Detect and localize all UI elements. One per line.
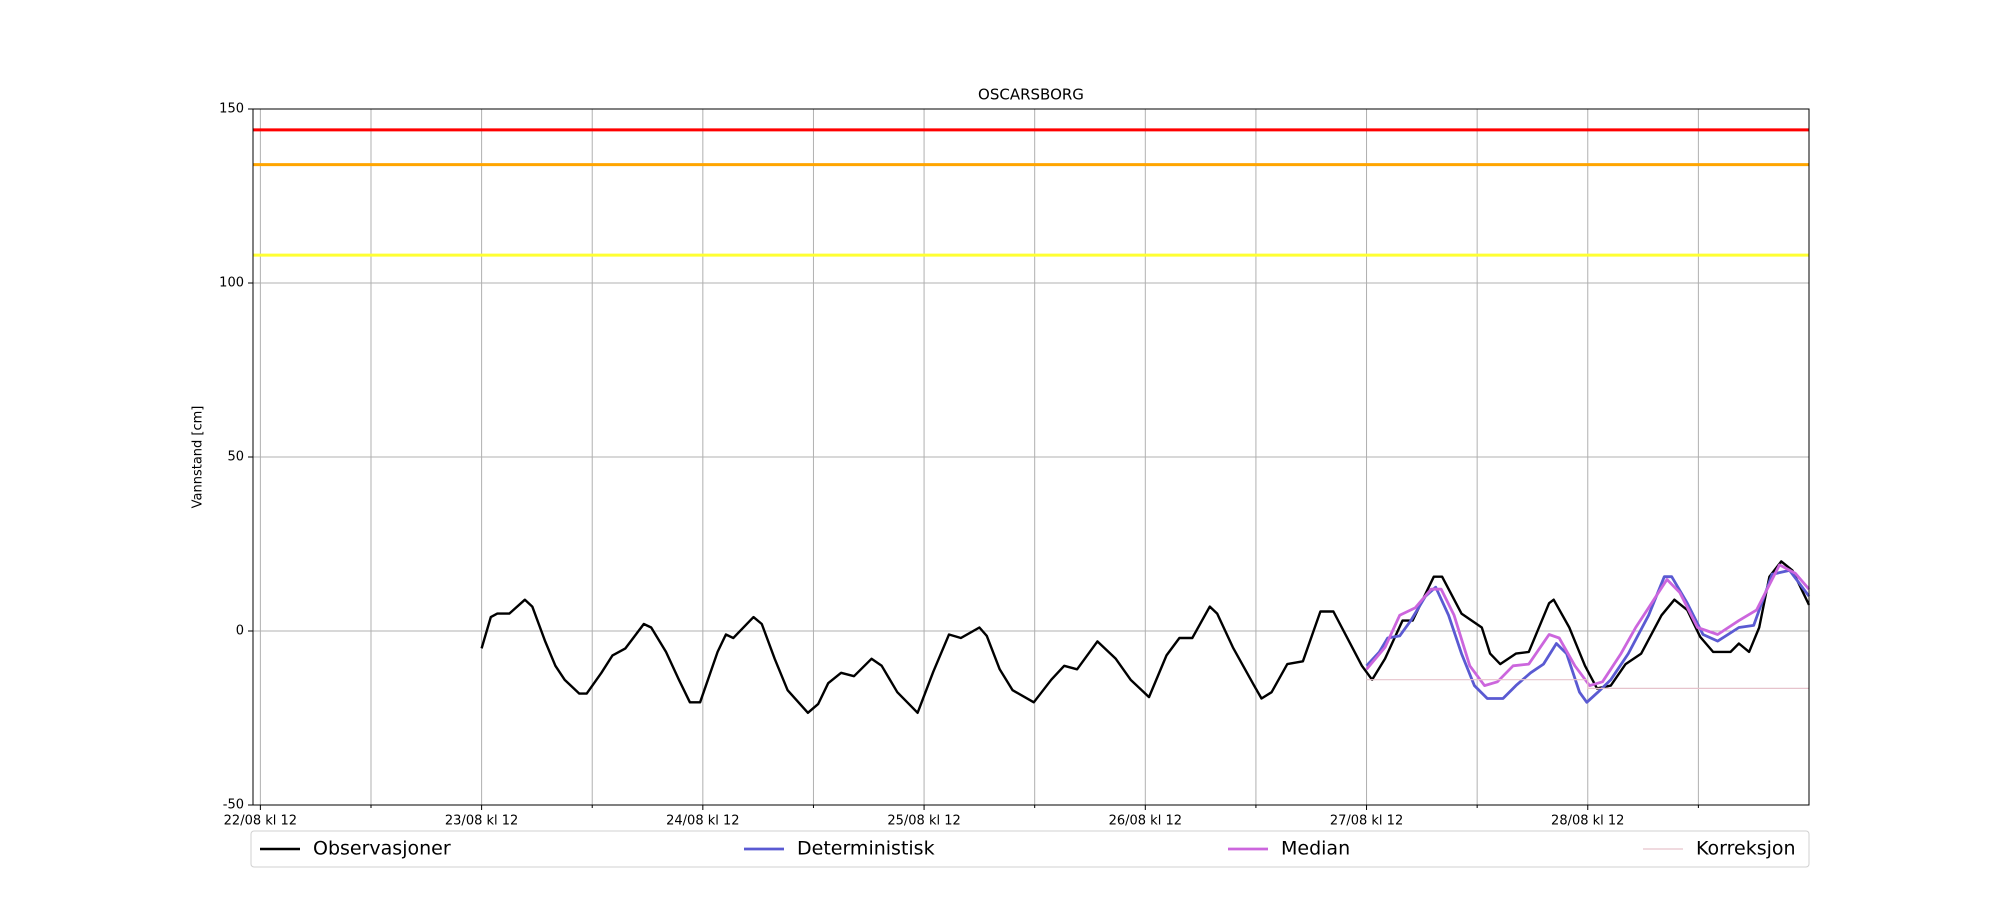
legend-label: Deterministisk — [797, 838, 935, 860]
legend-label: Korreksjon — [1696, 838, 1796, 860]
y-tick-label: 150 — [219, 102, 244, 117]
series-line — [1365, 563, 1811, 687]
y-tick-label: -50 — [223, 798, 244, 813]
x-tick-label: 27/08 kl 12 — [1330, 814, 1403, 829]
plot-frame — [252, 108, 1810, 806]
x-tick-label: 23/08 kl 12 — [445, 814, 518, 829]
chart-title: OSCARSBORG — [978, 86, 1084, 104]
y-tick-label: 0 — [236, 624, 244, 639]
y-axis-label: Vannstand [cm] — [191, 406, 206, 509]
legend-label: Median — [1281, 838, 1350, 860]
x-tick-label: 24/08 kl 12 — [666, 814, 739, 829]
series-line — [1366, 679, 1809, 689]
x-tick-label: 26/08 kl 12 — [1109, 814, 1182, 829]
x-tick-label: 25/08 kl 12 — [887, 814, 960, 829]
x-tick-label: 22/08 kl 12 — [224, 814, 297, 829]
legend-label: Observasjoner — [313, 838, 451, 860]
y-tick-label: 50 — [227, 450, 244, 465]
x-tick-label: 28/08 kl 12 — [1551, 814, 1624, 829]
y-tick-label: 100 — [219, 276, 244, 291]
legend-box — [250, 830, 1810, 868]
